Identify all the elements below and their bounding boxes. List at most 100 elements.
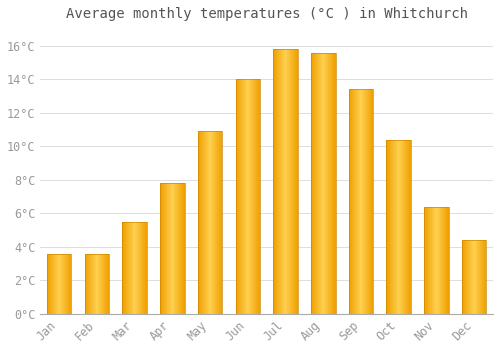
Bar [244,79,245,314]
Bar [131,222,132,314]
Bar [217,131,218,314]
Bar [296,49,297,314]
Bar [56,253,58,314]
Bar [401,140,402,314]
Bar [95,253,96,314]
Bar [164,183,165,314]
Bar [474,240,475,314]
Bar [251,79,252,314]
Bar [245,79,246,314]
Bar [445,206,446,314]
Bar [386,140,387,314]
Bar [355,89,356,314]
Bar [395,140,396,314]
Bar [435,206,436,314]
Bar [397,140,398,314]
Bar [70,253,71,314]
Bar [133,222,134,314]
Bar [439,206,440,314]
Bar [209,131,210,314]
Bar [221,131,222,314]
Bar [206,131,207,314]
Bar [237,79,238,314]
Bar [134,222,135,314]
Bar [182,183,183,314]
Bar [69,253,70,314]
Bar [58,253,59,314]
Bar [433,206,434,314]
Bar [292,49,293,314]
Bar [364,89,366,314]
Bar [84,253,86,314]
Bar [405,140,406,314]
Bar [98,253,100,314]
Bar [481,240,482,314]
Bar [485,240,486,314]
Bar [258,79,259,314]
Bar [285,49,286,314]
Bar [122,222,123,314]
Bar [55,253,56,314]
Bar [146,222,147,314]
Bar [352,89,353,314]
Bar [473,240,474,314]
Bar [47,253,48,314]
Bar [478,240,479,314]
Bar [425,206,426,314]
Bar [90,253,91,314]
Bar [464,240,465,314]
Bar [318,52,319,314]
Bar [173,183,174,314]
Bar [463,240,464,314]
Bar [322,52,324,314]
Bar [167,183,168,314]
Bar [165,183,166,314]
Bar [145,222,146,314]
Bar [432,206,433,314]
Bar [86,253,87,314]
Bar [238,79,239,314]
Bar [212,131,213,314]
Bar [60,253,61,314]
Bar [174,183,175,314]
Bar [249,79,250,314]
Bar [198,131,199,314]
Bar [278,49,279,314]
Bar [437,206,438,314]
Bar [438,206,439,314]
Bar [132,222,133,314]
Bar [324,52,325,314]
Bar [250,79,251,314]
Bar [254,79,255,314]
Bar [350,89,351,314]
Bar [470,240,471,314]
Bar [471,240,472,314]
Bar [84,253,109,314]
Bar [431,206,432,314]
Bar [409,140,410,314]
Bar [205,131,206,314]
Bar [468,240,469,314]
Bar [398,140,400,314]
Bar [204,131,205,314]
Bar [210,131,212,314]
Bar [280,49,281,314]
Bar [359,89,360,314]
Bar [284,49,285,314]
Bar [200,131,201,314]
Bar [442,206,443,314]
Bar [426,206,428,314]
Bar [180,183,181,314]
Bar [279,49,280,314]
Bar [97,253,98,314]
Bar [277,49,278,314]
Bar [71,253,72,314]
Bar [396,140,397,314]
Bar [354,89,355,314]
Bar [216,131,217,314]
Bar [242,79,243,314]
Bar [199,131,200,314]
Bar [259,79,260,314]
Bar [53,253,54,314]
Bar [54,253,55,314]
